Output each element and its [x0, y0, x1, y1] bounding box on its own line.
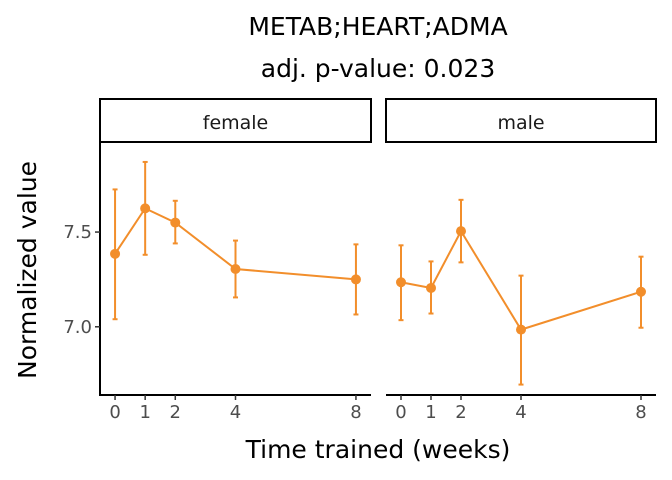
x-tick-label: 8 [350, 402, 361, 423]
data-point [230, 264, 241, 274]
x-tick-label: 2 [170, 402, 181, 423]
data-point [396, 277, 406, 288]
data-point [170, 217, 181, 228]
x-tick-label: 0 [395, 402, 406, 423]
y-axis-title: Normalized value [13, 161, 42, 379]
x-tick-label: 4 [515, 402, 526, 423]
strip-female [99, 98, 372, 143]
data-point [456, 226, 466, 237]
y-tick-label: 7.0 [63, 317, 92, 338]
panel-female-plot: 7.0 7.5 0 1 2 4 8 [63, 143, 371, 423]
x-tick-label: 1 [139, 402, 150, 423]
strip-male [385, 98, 657, 143]
data-point [426, 282, 436, 293]
chart-subtitle: adj. p-value: 0.023 [261, 54, 495, 83]
y-tick-label: 7.5 [63, 222, 92, 243]
data-point [636, 286, 646, 297]
strip-label-female: female [203, 112, 269, 134]
data-point [110, 248, 121, 259]
x-tick-label: 2 [455, 402, 466, 423]
x-tick-label: 8 [635, 402, 646, 423]
strip-label-male: male [497, 112, 544, 134]
x-axis-title: Time trained (weeks) [245, 435, 511, 464]
data-point [516, 324, 526, 335]
data-point [350, 274, 361, 285]
panel-female: female 7.0 7.5 0 1 2 4 8 [63, 98, 372, 423]
x-tick-label: 4 [230, 402, 241, 423]
x-tick-label: 1 [425, 402, 436, 423]
chart-title: METAB;HEART;ADMA [248, 12, 507, 41]
x-tick-label: 0 [109, 402, 120, 423]
data-point [140, 203, 151, 214]
